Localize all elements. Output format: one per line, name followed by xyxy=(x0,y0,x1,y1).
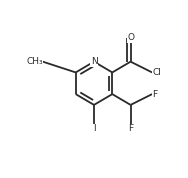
Text: I: I xyxy=(93,124,95,133)
Text: Cl: Cl xyxy=(152,68,161,77)
Text: F: F xyxy=(128,124,133,133)
Text: N: N xyxy=(91,57,97,66)
Text: O: O xyxy=(127,33,134,42)
Text: F: F xyxy=(152,90,157,99)
Text: CH₃: CH₃ xyxy=(26,57,43,66)
